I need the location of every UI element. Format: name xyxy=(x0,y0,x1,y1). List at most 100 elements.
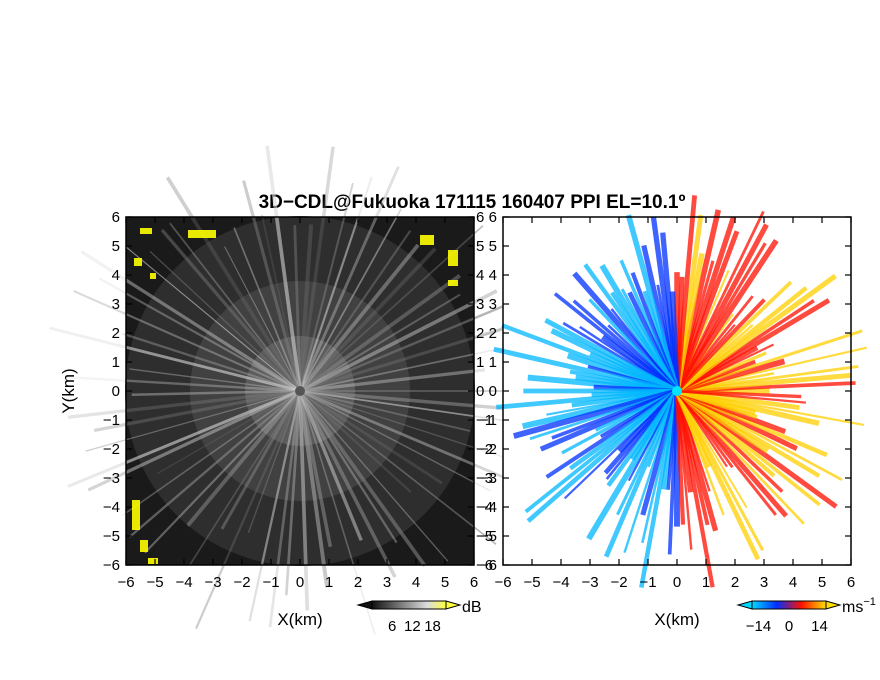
signal-ray xyxy=(144,390,301,554)
signal-ray xyxy=(67,389,301,488)
y-tick-label: 5 xyxy=(489,238,497,255)
x-tick-label: −2 xyxy=(233,574,250,591)
velocity-ray xyxy=(603,390,680,558)
y-tick-label: 0 xyxy=(489,383,497,400)
signal-ray xyxy=(298,166,400,392)
signal-ray xyxy=(80,250,301,393)
x-tick-label: −4 xyxy=(552,574,569,591)
x-tick-label: 0 xyxy=(673,574,681,591)
colorbar-unit: dB xyxy=(462,599,482,616)
y-tick-label: −6 xyxy=(476,557,493,574)
y-tick-label: −4 xyxy=(480,499,497,516)
signal-ray xyxy=(298,390,333,548)
signal-ray xyxy=(298,146,335,392)
signal-ray xyxy=(299,390,497,545)
signal-ray xyxy=(195,390,302,630)
velocity-ray xyxy=(675,286,808,393)
signal-ray xyxy=(299,297,521,393)
signal-ray xyxy=(298,176,373,392)
velocity-ray xyxy=(675,390,765,552)
colorbar-scale xyxy=(751,600,827,610)
signal-ray xyxy=(265,145,302,392)
y-tick-label: 5 xyxy=(112,238,120,255)
signal-ray xyxy=(299,208,402,392)
x-tick-label: 2 xyxy=(731,574,739,591)
signal-ray xyxy=(299,390,471,432)
x-tick-label: 2 xyxy=(354,574,362,591)
signal-ray xyxy=(220,390,302,530)
x-tick-label: 3 xyxy=(383,574,391,591)
signal-axis-ticks: −6 −5 −4 −3 −2 −1 0 1 2 3 4 5 6−6 −6−5 −5−4 −4−3 −3−2 −2−… xyxy=(103,209,493,591)
chart-title: 3D−CDL@Fukuoka 171115 160407 PPI EL=10.1… xyxy=(259,192,686,213)
x-tick-label: −2 xyxy=(610,574,627,591)
y-tick-label: 6 xyxy=(112,209,120,226)
y-tick-label: −4 xyxy=(103,499,120,516)
signal-ray xyxy=(73,289,301,392)
signal-ray xyxy=(85,390,301,452)
velocity-ray xyxy=(526,389,679,523)
signal-ray xyxy=(268,390,302,628)
signal-ray xyxy=(299,390,491,492)
signal-ray xyxy=(298,389,427,567)
x-tick-label: 5 xyxy=(441,574,449,591)
x-tick-label: −6 xyxy=(494,574,511,591)
x-tick-label: −3 xyxy=(581,574,598,591)
y-tick-label: 4 xyxy=(112,267,120,284)
y-tick-label: −1 xyxy=(480,412,497,429)
x-tick-label: 6 xyxy=(470,574,478,591)
signal-panel: −6 −5 −4 −3 −2 −1 0 1 2 3 4 5 6−6 −6−5 −5−4 −4−3 −3−2 −2−… xyxy=(49,145,552,636)
velocity-ray xyxy=(586,389,680,541)
velocity-ray xyxy=(675,210,765,392)
signal-ray xyxy=(299,390,518,424)
y-tick-label: 1 xyxy=(476,354,484,371)
signal-ray xyxy=(68,389,301,419)
y-tick-label: 1 xyxy=(112,354,120,371)
y-tick-label: −2 xyxy=(103,441,120,458)
signal-x-axis-label: X(km) xyxy=(277,610,322,629)
y-tick-label: 3 xyxy=(476,296,484,313)
x-tick-label: 1 xyxy=(325,574,333,591)
y-tick-label: −6 xyxy=(480,557,497,574)
signal-ray xyxy=(293,225,302,392)
signal-ray xyxy=(125,246,301,392)
colorbar-tick-label: 18 xyxy=(424,618,441,635)
y-tick-label: −2 xyxy=(476,441,493,458)
signal-ray xyxy=(189,390,301,566)
colorbar-tick-label: 6 xyxy=(388,618,396,635)
signal-ray xyxy=(299,368,486,393)
signal-ray xyxy=(65,375,301,393)
y-tick-label: 0 xyxy=(476,383,484,400)
signal-ray xyxy=(299,230,412,392)
y-tick-label: −3 xyxy=(103,470,120,487)
signal-ray xyxy=(299,293,461,392)
signal-ray xyxy=(298,273,461,393)
signal-ray xyxy=(284,390,302,596)
y-tick-label: 4 xyxy=(476,267,484,284)
colorbar-tick-label: 0 xyxy=(785,618,793,635)
colorbar-tick-label: −14 xyxy=(746,618,771,635)
strong-echo xyxy=(448,280,458,286)
signal-ray xyxy=(299,390,449,562)
x-tick-label: −4 xyxy=(175,574,192,591)
signal-ray xyxy=(298,390,329,588)
y-tick-label: −4 xyxy=(476,499,493,516)
signal-ray xyxy=(129,368,301,392)
velocity-ray xyxy=(676,389,802,399)
signal-ray xyxy=(93,389,301,433)
velocity-axis-ticks: −6 −5 −4 −3 −2 −1 0 1 2 3 4 5 6 −6 −5 −4 −3 −2 −1 0 1 2 3 4 5 6 xyxy=(480,209,855,591)
signal-y-axis-label: Y(km) xyxy=(59,368,78,413)
strong-echo-patches xyxy=(132,228,458,564)
colorbar-unit: ms−1 xyxy=(842,596,876,616)
signal-ray xyxy=(169,222,301,392)
velocity-x-axis-label: X(km) xyxy=(654,610,699,629)
velocity-site-marker xyxy=(672,386,682,396)
x-tick-label: 3 xyxy=(760,574,768,591)
y-tick-label: 3 xyxy=(489,296,497,313)
x-tick-label: 6 xyxy=(847,574,855,591)
signal-ray xyxy=(87,389,301,492)
signal-ray xyxy=(299,390,412,493)
y-tick-label: −1 xyxy=(103,412,120,429)
x-tick-label: 0 xyxy=(296,574,304,591)
signal-ray xyxy=(242,180,302,392)
colorbar-scale xyxy=(371,600,447,610)
